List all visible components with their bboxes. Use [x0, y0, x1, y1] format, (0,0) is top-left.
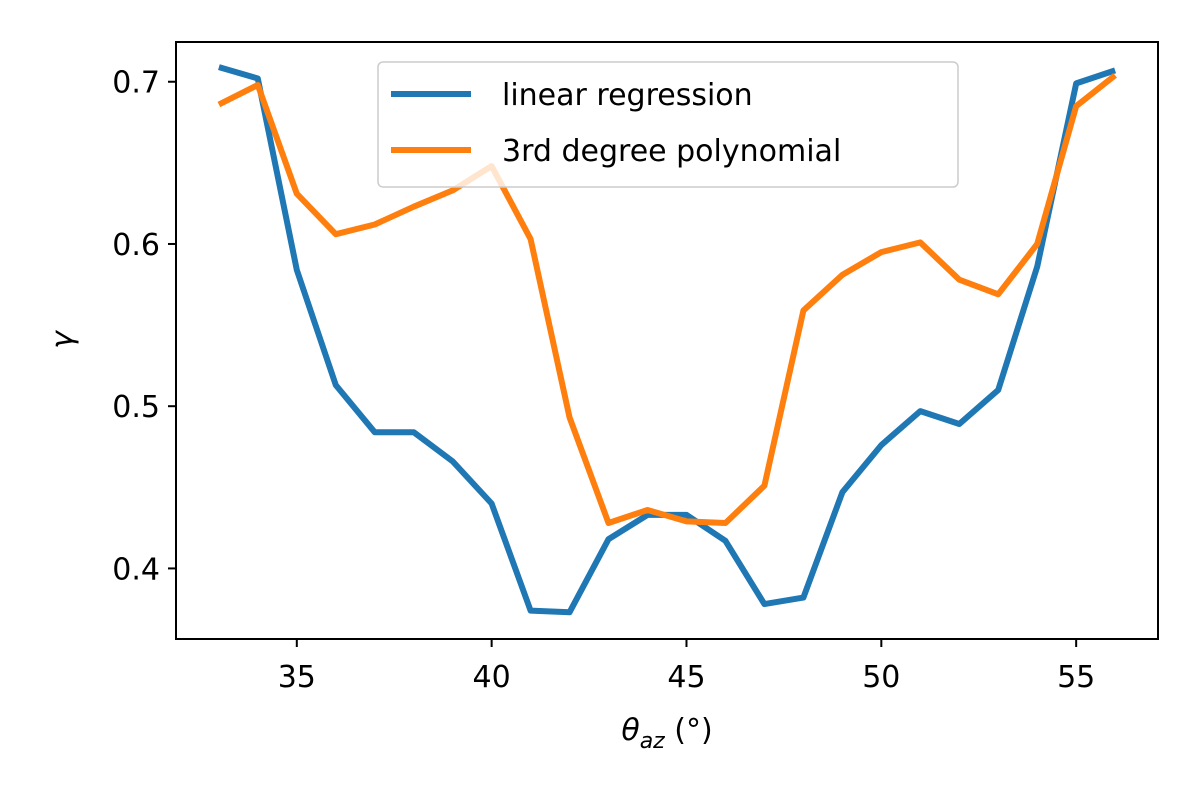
- y-tick-label: 0.5: [112, 390, 160, 425]
- x-axis-label-unit: (°): [665, 713, 713, 748]
- x-axis-label: θaz (°): [621, 713, 712, 754]
- x-axis-label-main: θ: [621, 713, 639, 748]
- legend-label-3rd-degree-polynomial: 3rd degree polynomial: [502, 134, 841, 169]
- x-tick-label: 45: [667, 660, 705, 695]
- series-layer: [217, 64, 1117, 616]
- y-tick-label: 0.4: [112, 552, 160, 587]
- y-axis: 0.4 0.5 0.6 0.7: [112, 66, 176, 587]
- series-line-3rd-degree-polynomial: [217, 72, 1117, 526]
- x-tick-label: 50: [862, 660, 900, 695]
- x-tick-label: 35: [278, 660, 316, 695]
- x-tick-label: 55: [1057, 660, 1095, 695]
- x-tick-label: 40: [473, 660, 511, 695]
- x-axis: 35 40 45 50 55: [278, 639, 1095, 695]
- plot-frame: [175, 41, 1159, 640]
- legend-label-linear-regression: linear regression: [502, 78, 753, 113]
- legend: linear regression 3rd degree polynomial: [377, 61, 959, 188]
- y-tick-label: 0.6: [112, 228, 160, 263]
- y-tick-label: 0.7: [112, 66, 160, 101]
- x-axis-label-subscript: az: [640, 729, 665, 754]
- y-axis-label: γ: [45, 329, 80, 349]
- legend-box: [377, 61, 959, 188]
